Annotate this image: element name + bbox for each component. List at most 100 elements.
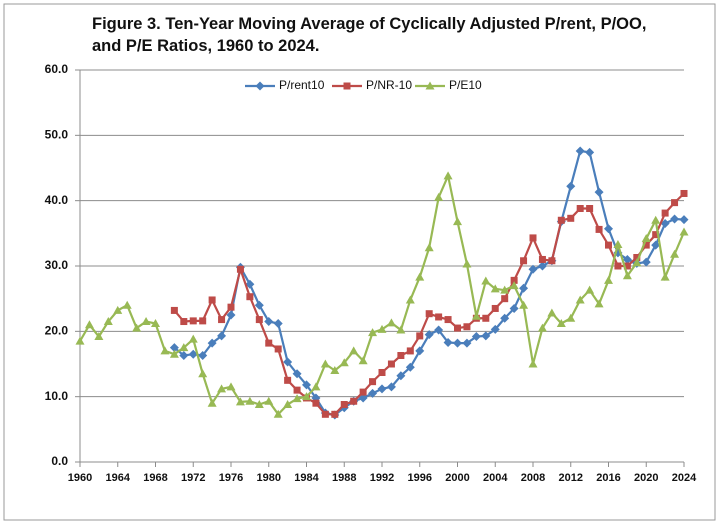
- data-point: [595, 225, 603, 233]
- data-point: [292, 369, 302, 379]
- data-point: [179, 343, 189, 352]
- data-point: [434, 192, 444, 201]
- data-point: [283, 400, 293, 409]
- data-point: [198, 369, 208, 378]
- data-point: [254, 300, 264, 310]
- frame: [3, 3, 716, 521]
- data-point: [217, 384, 227, 393]
- x-tick-label: 1964: [106, 472, 131, 484]
- data-point: [84, 320, 94, 329]
- data-point: [651, 240, 661, 250]
- y-tick-label: 60.0: [45, 62, 69, 76]
- data-point: [633, 254, 641, 262]
- x-tick-label: 2016: [596, 472, 620, 484]
- x-tick-label: 2024: [672, 472, 697, 484]
- data-point: [180, 318, 188, 326]
- data-point: [416, 332, 424, 340]
- y-tick-label: 10.0: [45, 389, 69, 403]
- data-point: [255, 316, 263, 324]
- legend-label: P/rent10: [279, 78, 325, 92]
- data-point: [660, 272, 670, 281]
- data-point: [132, 323, 142, 332]
- data-point: [386, 382, 396, 392]
- data-point: [405, 295, 415, 304]
- data-point: [586, 205, 594, 213]
- data-point: [500, 313, 510, 323]
- x-tick-label: 1984: [294, 472, 319, 484]
- data-point: [208, 296, 216, 304]
- data-point: [122, 300, 132, 309]
- data-point: [227, 303, 235, 311]
- data-point: [613, 239, 623, 248]
- data-point: [207, 338, 217, 348]
- data-point: [594, 187, 604, 197]
- data-point: [283, 357, 293, 367]
- legend-marker: [255, 81, 265, 91]
- data-point: [235, 397, 245, 406]
- data-point: [471, 332, 481, 342]
- x-tick-label: 1976: [219, 472, 243, 484]
- data-point: [622, 271, 632, 280]
- data-point: [537, 261, 547, 271]
- data-point: [75, 336, 85, 345]
- data-point: [358, 356, 368, 365]
- data-point: [575, 295, 585, 304]
- data-point: [679, 227, 689, 236]
- data-point: [141, 317, 151, 326]
- data-point: [103, 317, 113, 326]
- data-point: [368, 328, 378, 337]
- data-point: [481, 331, 491, 341]
- data-point: [453, 217, 462, 226]
- data-point: [509, 281, 519, 290]
- data-point: [378, 368, 386, 376]
- data-point: [585, 147, 595, 157]
- data-point: [538, 255, 546, 263]
- data-point: [680, 189, 688, 197]
- data-point: [585, 285, 595, 294]
- data-point: [490, 284, 500, 293]
- data-point: [188, 334, 198, 343]
- data-point: [188, 349, 198, 359]
- data-point: [462, 259, 472, 268]
- data-point: [500, 285, 510, 294]
- data-point: [557, 216, 565, 224]
- data-point: [660, 219, 670, 229]
- x-tick-label: 1972: [181, 472, 205, 484]
- data-point: [670, 249, 680, 258]
- data-point: [566, 313, 576, 322]
- data-point: [273, 409, 283, 418]
- legend-marker: [425, 81, 435, 90]
- x-tick-label: 1960: [68, 472, 92, 484]
- data-point: [443, 171, 453, 180]
- x-tick-label: 1980: [257, 472, 281, 484]
- data-point: [312, 399, 320, 407]
- data-point: [340, 401, 348, 409]
- data-point: [218, 316, 226, 324]
- data-point: [415, 346, 425, 356]
- data-point: [519, 283, 529, 293]
- data-point: [424, 330, 434, 340]
- legend-label: P/NR-10: [366, 78, 412, 92]
- data-point: [368, 388, 378, 398]
- data-point: [566, 181, 576, 191]
- data-point: [397, 352, 405, 360]
- data-point: [396, 325, 406, 334]
- data-point: [386, 318, 396, 327]
- data-point: [293, 386, 301, 394]
- data-point: [274, 345, 282, 353]
- data-point: [594, 299, 604, 308]
- data-point: [537, 323, 547, 332]
- y-tick-label: 30.0: [45, 258, 69, 272]
- data-point: [529, 234, 537, 242]
- data-point: [245, 396, 255, 405]
- data-point: [245, 279, 255, 289]
- data-point: [415, 272, 425, 281]
- data-point: [652, 231, 660, 239]
- data-point: [575, 146, 585, 156]
- x-tick-label: 2012: [559, 472, 583, 484]
- data-point: [519, 300, 529, 309]
- data-point: [369, 378, 377, 386]
- data-point: [481, 276, 491, 285]
